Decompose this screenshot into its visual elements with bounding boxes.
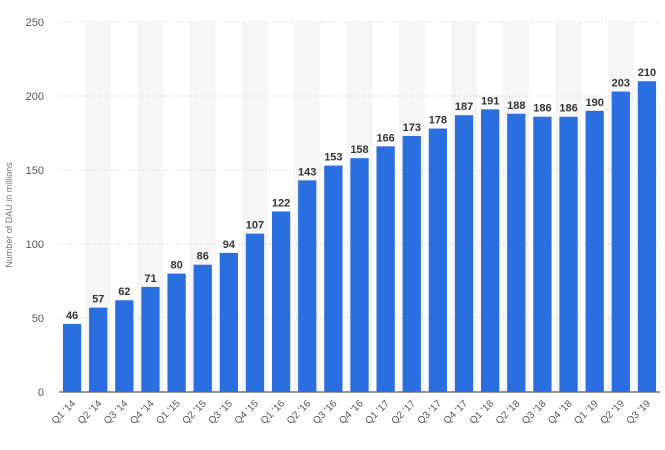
- bar: [167, 273, 186, 392]
- x-tick-label: Q1 '19: [572, 398, 601, 427]
- bar: [507, 113, 526, 392]
- bar: [559, 116, 578, 392]
- y-axis-label: Number of DAU in millions: [4, 162, 14, 268]
- bar: [324, 165, 343, 392]
- x-tick-label: Q4 '17: [442, 398, 471, 427]
- bar: [637, 81, 657, 392]
- bar: [376, 146, 395, 392]
- bar: [481, 109, 500, 392]
- data-label: 143: [298, 166, 316, 178]
- data-label: 166: [376, 132, 394, 144]
- bar: [454, 115, 474, 393]
- x-tick-label: Q4 '15: [233, 398, 262, 427]
- y-axis-ticks: 0 50 100 150 200 250: [26, 17, 44, 399]
- bars: [62, 81, 657, 393]
- x-tick-label: Q3 '19: [625, 398, 654, 427]
- data-label: 188: [507, 100, 525, 112]
- data-label: 107: [246, 220, 264, 232]
- data-label: 203: [612, 78, 630, 90]
- bar: [193, 264, 212, 392]
- y-tick-label: 250: [26, 17, 44, 29]
- data-label: 57: [92, 294, 104, 306]
- x-tick-label: Q2 '18: [494, 398, 523, 427]
- x-tick-label: Q1 '14: [50, 398, 79, 427]
- bar: [271, 211, 291, 392]
- x-tick-label: Q2 '17: [389, 398, 418, 427]
- x-tick-label: Q1 '17: [363, 398, 392, 427]
- data-label: 191: [481, 95, 499, 107]
- bar: [219, 252, 238, 392]
- bar: [62, 323, 82, 392]
- data-label: 46: [66, 310, 78, 322]
- x-tick-label: Q1 '15: [154, 398, 183, 427]
- bar: [611, 91, 630, 392]
- data-label: 186: [533, 103, 551, 115]
- x-tick-label: Q3 '15: [207, 398, 236, 427]
- bar: [428, 128, 448, 392]
- data-label: 94: [223, 239, 236, 251]
- data-label: 86: [197, 251, 209, 263]
- bar: [115, 300, 134, 392]
- x-tick-label: Q2 '14: [76, 398, 105, 427]
- y-tick-label: 200: [26, 91, 44, 103]
- x-tick-label: Q1 '18: [468, 398, 497, 427]
- bar: [141, 286, 160, 392]
- x-tick-label: Q3 '16: [311, 398, 340, 427]
- bar: [298, 180, 317, 392]
- bar: [245, 233, 265, 392]
- data-labels: 46 57 62 71 80 86 94 107 122 143 153 158 166 173 178 18…: [66, 67, 656, 322]
- x-tick-label: Q3 '17: [416, 398, 445, 427]
- bar: [585, 110, 604, 393]
- data-label: 71: [144, 273, 156, 285]
- data-label: 178: [429, 115, 447, 127]
- data-label: 186: [559, 103, 577, 115]
- x-tick-label: Q3 '14: [102, 398, 131, 427]
- x-tick-label: Q2 '15: [180, 398, 209, 427]
- bar: [350, 158, 369, 392]
- data-label: 190: [585, 97, 603, 109]
- x-tick-label: Q4 '16: [337, 398, 366, 427]
- y-tick-label: 150: [26, 165, 44, 177]
- x-tick-label: Q4 '18: [546, 398, 575, 427]
- bar: [89, 307, 108, 392]
- data-label: 187: [455, 101, 473, 113]
- x-tick-label: Q1 '16: [259, 398, 288, 427]
- y-tick-label: 0: [38, 387, 44, 399]
- x-tick-label: Q4 '14: [128, 398, 157, 427]
- x-tick-label: Q3 '18: [520, 398, 549, 427]
- y-tick-label: 50: [32, 313, 44, 325]
- data-label: 173: [403, 122, 421, 134]
- bar: [402, 135, 421, 392]
- data-label: 158: [350, 144, 368, 156]
- data-label: 80: [170, 260, 182, 272]
- data-label: 210: [638, 67, 656, 79]
- data-label: 62: [118, 286, 130, 298]
- bar: [533, 116, 552, 392]
- data-label: 122: [272, 197, 290, 209]
- x-tick-label: Q2 '19: [599, 398, 628, 427]
- x-tick-label: Q2 '16: [285, 398, 314, 427]
- data-label: 153: [324, 152, 342, 164]
- y-tick-label: 100: [26, 239, 44, 251]
